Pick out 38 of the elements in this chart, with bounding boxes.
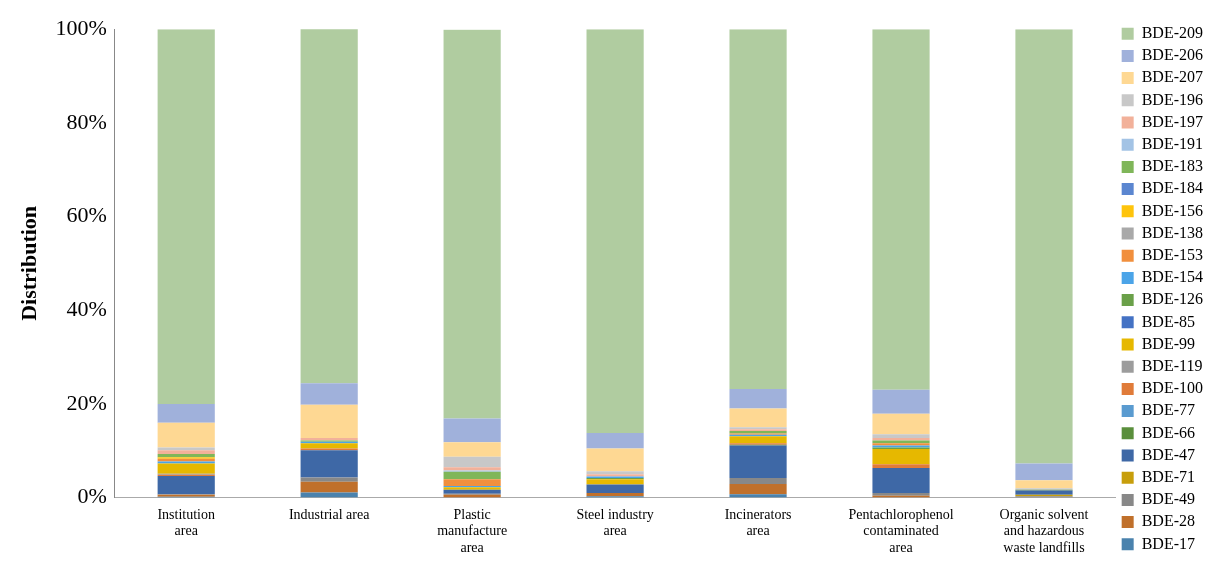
legend-label: BDE-209 [1141,23,1203,41]
legend-label: BDE-99 [1141,334,1195,352]
legend-label: BDE-47 [1141,445,1195,463]
legend-label: BDE-207 [1141,68,1203,86]
legend-label: BDE-138 [1141,223,1203,241]
legend-label: BDE-71 [1141,467,1195,485]
legend-label: BDE-156 [1141,201,1203,219]
legend-label: BDE-77 [1141,401,1195,419]
y-axis-title: Distribution [15,205,41,321]
x-tick-label: Plastic manufacture area [437,506,508,556]
x-tick-label: Institution area [157,506,215,539]
legend-label: BDE-49 [1141,490,1195,508]
legend-label: BDE-206 [1141,46,1203,64]
y-tick-label: 20% [66,389,107,415]
legend-label: BDE-184 [1141,179,1203,197]
legend-label: BDE-17 [1141,534,1195,552]
legend-label: BDE-153 [1141,245,1203,263]
legend-label: BDE-66 [1141,423,1195,441]
y-tick-label: 60% [66,202,107,228]
legend-label: BDE-100 [1141,379,1203,397]
x-tick-label: Industrial area [288,506,371,522]
y-tick-label: 40% [66,296,107,322]
x-tick-label: Incinerators area [724,506,792,539]
x-tick-label: Organic solvent and hazardous waste landfills [999,506,1089,556]
legend-label: BDE-196 [1141,90,1203,108]
legend-label: BDE-197 [1141,112,1203,130]
x-tick-label: Pentachlorophenol contaminated area [848,506,954,556]
y-tick-label: 100% [55,14,107,40]
legend-label: BDE-28 [1141,512,1195,530]
legend-label: BDE-191 [1141,134,1203,152]
legend-label: BDE-85 [1141,312,1195,330]
legend-label: BDE-119 [1141,356,1203,374]
y-tick-label: 80% [66,108,107,134]
legend-label: BDE-183 [1141,157,1203,175]
legend-label: BDE-126 [1141,290,1203,308]
legend-label: BDE-154 [1141,268,1203,286]
x-tick-label: Steel industry area [576,506,654,539]
y-tick-label: 0% [77,483,107,509]
